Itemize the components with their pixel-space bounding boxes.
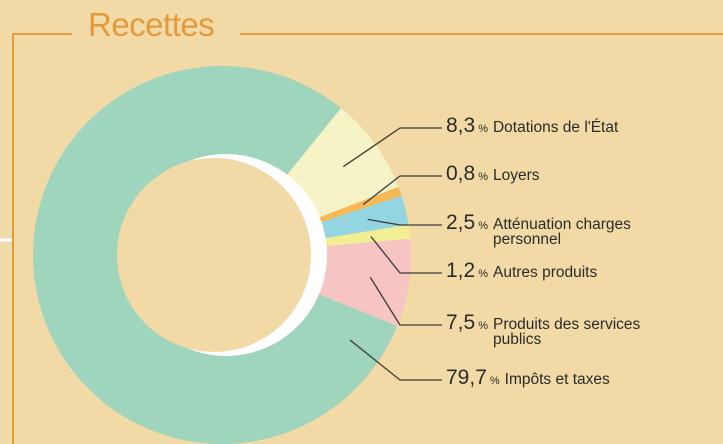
leader-line bbox=[349, 339, 442, 381]
value-label: 0,8 bbox=[446, 162, 476, 185]
category-label: Autres produits bbox=[492, 264, 598, 281]
leader-line bbox=[369, 277, 442, 326]
value-label: 8,3 bbox=[446, 114, 476, 137]
leader-line bbox=[367, 218, 442, 226]
leader-line bbox=[370, 236, 442, 274]
value-label: 79,7 bbox=[446, 366, 487, 389]
value-label: 1,2 bbox=[446, 259, 476, 282]
value-label: 2,5 bbox=[446, 211, 476, 234]
category-label: Produits des services publics bbox=[492, 316, 641, 348]
slice-label: 2,5% Atténuation charges personnel bbox=[446, 211, 661, 247]
category-label: Loyers bbox=[492, 167, 540, 184]
slice-label: 8,3% Dotations de l'État bbox=[446, 114, 618, 138]
category-label: Impôts et taxes bbox=[504, 371, 610, 388]
unit-label: % bbox=[478, 320, 488, 332]
unit-label: % bbox=[478, 220, 488, 232]
leaders bbox=[342, 127, 442, 381]
leader-line bbox=[342, 127, 442, 168]
slice-label: 79,7% Impôts et taxes bbox=[446, 366, 610, 390]
category-label: Atténuation charges personnel bbox=[492, 216, 631, 248]
unit-label: % bbox=[478, 171, 488, 183]
unit-label: % bbox=[478, 268, 488, 280]
value-label: 7,5 bbox=[446, 311, 476, 334]
unit-label: % bbox=[478, 123, 488, 135]
leader-line bbox=[362, 175, 442, 205]
unit-label: % bbox=[489, 375, 500, 387]
slice-label: 7,5% Produits des services publics bbox=[446, 311, 661, 347]
hole bbox=[117, 158, 311, 352]
slice-label: 0,8% Loyers bbox=[446, 162, 540, 186]
slice-label: 1,2% Autres produits bbox=[446, 259, 597, 283]
category-label: Dotations de l'État bbox=[492, 119, 619, 136]
chart-title: Recettes bbox=[88, 6, 215, 43]
